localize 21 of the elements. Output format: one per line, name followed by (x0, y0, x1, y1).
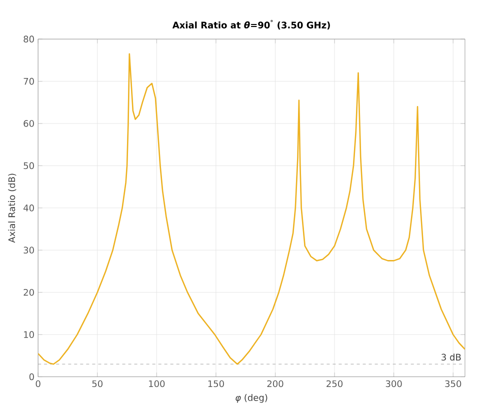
y-tick-label: 80 (24, 36, 34, 43)
y-tick-label: 70 (24, 78, 34, 85)
x-axis-title: φ (deg) (236, 394, 268, 403)
chart-title: Axial Ratio at θ=90$^{°}$ (3.50 GHz) (172, 20, 330, 30)
x-tick-label: 300 (386, 380, 402, 388)
x-tick-label: 0 (36, 380, 40, 388)
x-tick-label: 350 (445, 380, 462, 388)
y-tick-label: 60 (24, 120, 34, 127)
x-tick-label: 250 (326, 380, 343, 388)
x-tick-label: 150 (208, 380, 224, 388)
y-tick-label: 20 (24, 289, 34, 296)
x-tick-label: 200 (267, 380, 284, 388)
x-tick-label: 50 (92, 380, 103, 388)
ref-line-label: 3 dB (442, 354, 461, 361)
y-axis-title: Axial Ratio (dB) (8, 174, 16, 243)
y-tick-label: 30 (24, 246, 34, 254)
x-tick-label: 100 (149, 380, 165, 388)
y-tick-label: 0 (29, 373, 34, 380)
y-tick-label: 10 (24, 331, 34, 338)
y-tick-label: 50 (24, 162, 34, 170)
y-tick-label: 40 (24, 204, 34, 212)
